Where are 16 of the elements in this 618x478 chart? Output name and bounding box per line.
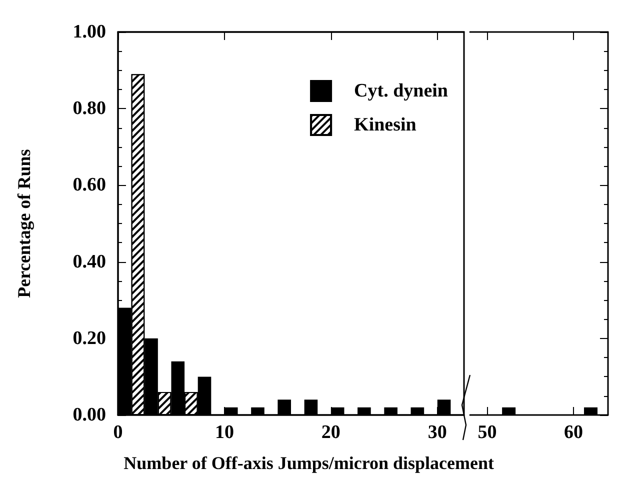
legend-label: Cyt. dynein: [354, 80, 448, 102]
x-tick-label: 10: [214, 422, 234, 443]
x-axis-title: Number of Off-axis Jumps/micron displacement: [124, 453, 494, 473]
x-tick-label: 60: [564, 422, 583, 443]
y-tick-label: 0.40: [72, 251, 106, 272]
y-tick-label: 0.60: [72, 174, 106, 196]
y-tick-label: 0.00: [72, 404, 106, 426]
y-tick-label: 0.20: [72, 328, 106, 349]
x-tick-label: 50: [478, 422, 497, 443]
y-tick-label: 0.80: [72, 98, 106, 120]
x-tick-label: 30: [428, 422, 447, 443]
y-axis-title: Percentage of Runs: [14, 149, 34, 298]
x-tick-label: 0: [113, 422, 123, 443]
legend-label: Kinesin: [354, 114, 417, 136]
x-tick-label: 20: [321, 422, 340, 443]
y-tick-label: 1.00: [72, 22, 106, 42]
